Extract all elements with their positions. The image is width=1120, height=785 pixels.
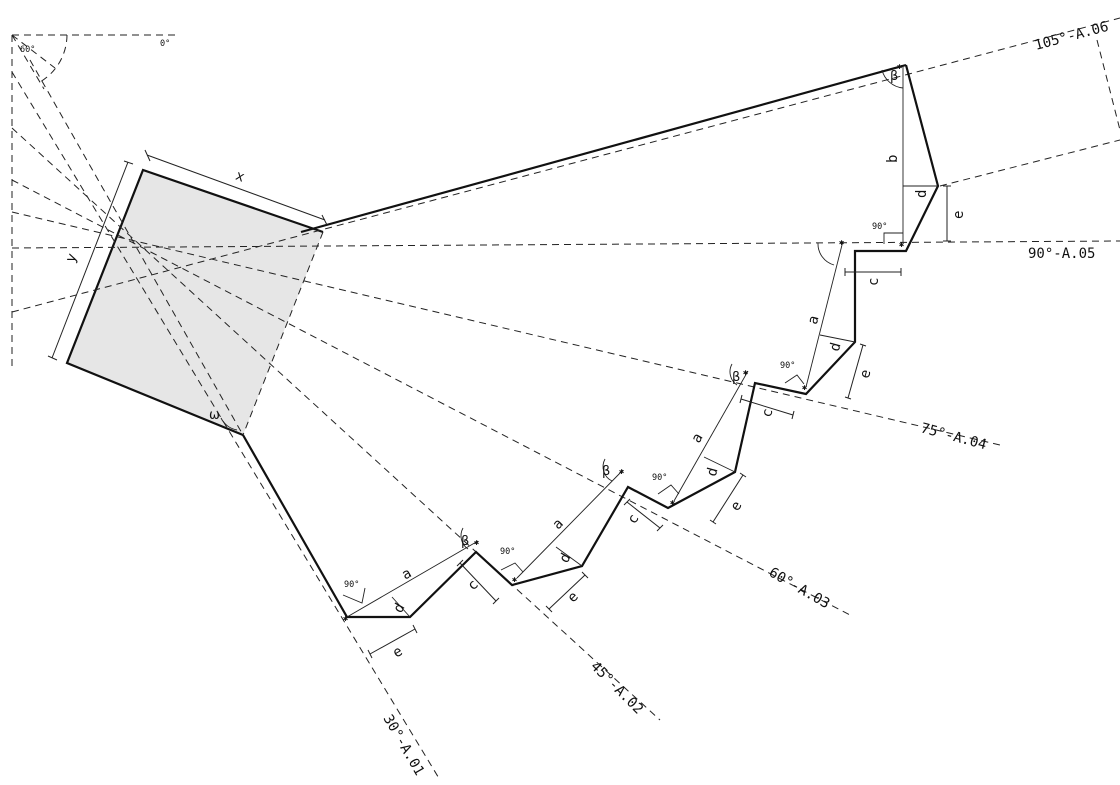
- shaded-rectangle: [67, 170, 323, 435]
- dim-e-label-1: e: [390, 643, 405, 661]
- construction-lines: [346, 66, 938, 618]
- svg-text:✱: ✱: [619, 467, 624, 477]
- dim-y-label: y: [63, 251, 81, 265]
- axis-label-a06: 105°-A.06: [1033, 19, 1110, 54]
- dimension-lines: [47, 149, 951, 659]
- dim-a-label-3: a: [688, 431, 706, 446]
- axis-label-a04: 75°-A.04: [919, 420, 988, 453]
- radial-dashed-lines: [11, 17, 1120, 781]
- svg-text:✱: ✱: [897, 62, 902, 72]
- right-angle-label-4: 90°: [780, 361, 795, 371]
- axis-label-a01: 30°-A.01: [380, 712, 428, 778]
- rectangle-dashed-edge: [242, 231, 324, 436]
- right-angle-label-1: 90°: [344, 580, 359, 590]
- omega-angle: ω: [209, 408, 220, 423]
- right-angle-label-5: 90°: [872, 222, 887, 232]
- protractor-0-label: 0°: [160, 39, 170, 49]
- dim-d-label-2: d: [556, 551, 574, 566]
- dim-e-label-5: e: [951, 211, 967, 219]
- dim-a-label-4: a: [805, 314, 823, 326]
- svg-text:✱: ✱: [899, 240, 904, 250]
- angle-arcs: [220, 69, 904, 550]
- rectangle-outline: [65, 168, 324, 437]
- svg-text:✱: ✱: [670, 498, 675, 508]
- top-heavy-line: [300, 63, 907, 234]
- svg-text:✱: ✱: [512, 575, 517, 585]
- protractor: [11, 34, 178, 370]
- dim-b-label: b: [885, 155, 901, 163]
- dim-e-label-2: e: [565, 589, 582, 606]
- right-angle-markers: [342, 232, 903, 604]
- dim-c-label-2: c: [624, 512, 642, 527]
- beta-angle-3: β: [732, 370, 740, 385]
- axis-label-a05: 90°-A.05: [1028, 246, 1095, 262]
- beta-angle-1: β: [461, 534, 469, 549]
- dim-a-label-1: a: [399, 565, 414, 583]
- svg-text:✱: ✱: [839, 238, 844, 248]
- dim-e-label-4: e: [857, 368, 875, 380]
- dim-d-label-5: d: [914, 190, 930, 198]
- dim-d-label-3: d: [704, 466, 722, 478]
- svg-text:✱: ✱: [474, 538, 479, 548]
- right-angle-label-2: 90°: [500, 547, 515, 557]
- axis-label-a03: 60°-A.03: [766, 565, 832, 613]
- beta-angle-2: β: [602, 464, 610, 479]
- dim-x-label: x: [233, 168, 246, 186]
- dim-c-label-4: c: [866, 278, 882, 286]
- dim-e-label-3: e: [727, 499, 745, 514]
- dim-c-label-1: c: [465, 577, 482, 594]
- svg-text:✱: ✱: [343, 614, 348, 624]
- axis-label-a02: 45°-A.02: [587, 659, 646, 718]
- svg-text:✱: ✱: [743, 368, 748, 378]
- protractor-60-label: 60°: [20, 45, 35, 55]
- right-angle-label-3: 90°: [652, 473, 667, 483]
- beta-angle-4: β: [890, 69, 898, 84]
- vertex-markers: ✱ ✱ ✱ ✱ ✱ ✱ ✱ ✱ ✱ ✱: [343, 62, 904, 624]
- dim-d-label-1: d: [390, 601, 408, 616]
- svg-text:✱: ✱: [802, 383, 807, 393]
- dim-c-label-3: c: [759, 407, 777, 419]
- dim-d-label-4: d: [827, 341, 845, 353]
- stair-profile: [242, 64, 940, 619]
